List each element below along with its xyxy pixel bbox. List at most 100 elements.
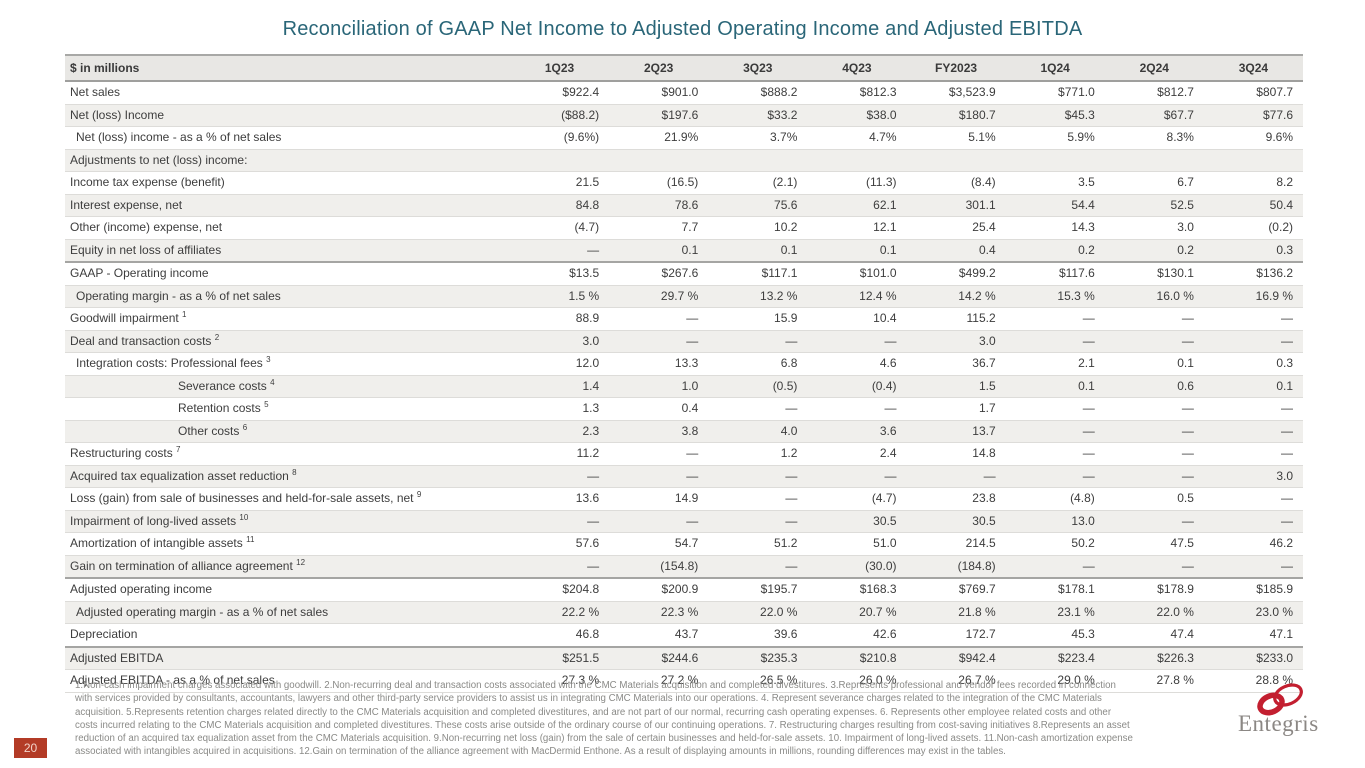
cell-value: — <box>708 397 808 421</box>
row-label: GAAP - Operating income <box>65 262 510 286</box>
table-row: Loss (gain) from sale of businesses and … <box>65 487 1303 511</box>
cell-value: 3.6 <box>807 420 907 443</box>
cell-value: — <box>1104 330 1204 353</box>
cell-value: — <box>1203 420 1303 443</box>
cell-value: 51.2 <box>708 532 808 556</box>
row-label: Depreciation <box>65 623 510 648</box>
row-label: Net (loss) income - as a % of net sales <box>65 126 510 150</box>
cell-value: 52.5 <box>1104 194 1204 217</box>
table-row: Net (loss) Income ($88.2) $197.6 $33.2 $38.0… <box>65 104 1303 127</box>
cell-value: — <box>1104 510 1204 533</box>
cell-value: 14.8 <box>906 442 1006 466</box>
cell-value: — <box>708 487 808 511</box>
cell-value: $812.7 <box>1104 81 1204 105</box>
row-label: Deal and transaction costs 2 <box>65 330 510 353</box>
table-row: Operating margin - as a % of net sales 1.… <box>65 285 1303 308</box>
cell-value: 3.0 <box>510 330 610 353</box>
cell-value: (4.7) <box>807 487 907 511</box>
cell-value: 13.2 % <box>708 285 808 308</box>
cell-value: 75.6 <box>708 194 808 217</box>
cell-value: $942.4 <box>906 646 1006 670</box>
cell-value: $38.0 <box>807 104 907 127</box>
cell-value: 3.7% <box>708 126 808 150</box>
column-header: 2Q24 <box>1104 54 1204 82</box>
cell-value: 1.3 <box>510 397 610 421</box>
cell-value: — <box>609 330 709 353</box>
cell-value: (9.6%) <box>510 126 610 150</box>
table-row: Adjustments to net (loss) income: <box>65 149 1303 172</box>
row-label: Adjusted EBITDA - as a % of net sales <box>65 669 510 693</box>
cell-value: 29.7 % <box>609 285 709 308</box>
cell-value: $33.2 <box>708 104 808 127</box>
table-row: Restructuring costs 7 11.2—1.2 2.4 14.8— — — <box>65 442 1303 466</box>
footnote-line: costs incurred relating to the CMC Mater… <box>75 719 1130 731</box>
cell-value: — <box>510 239 610 263</box>
cell-value: 0.2 <box>1005 239 1105 263</box>
row-label: Retention costs 5 <box>65 397 510 421</box>
cell-value: 13.6 <box>510 487 610 511</box>
cell-value: — <box>1203 307 1303 331</box>
cell-value: 4.7% <box>807 126 907 150</box>
reconciliation-table: $ in millions 1Q23 2Q23 3Q23 4Q23 FY2023 1Q24… <box>65 54 1303 693</box>
reconciliation-table-wrap: $ in millions 1Q23 2Q23 3Q23 4Q23 FY2023 1Q24… <box>65 54 1303 693</box>
cell-value: 3.0 <box>1104 216 1204 240</box>
cell-value: — <box>1005 465 1105 488</box>
table-row: Retention costs 5 1.3 0.4— —1.7— — — <box>65 397 1303 421</box>
cell-value: $812.3 <box>807 81 907 105</box>
cell-value: $771.0 <box>1005 81 1105 105</box>
row-label: Impairment of long-lived assets 10 <box>65 510 510 533</box>
cell-value: ($88.2) <box>510 104 610 127</box>
cell-value: — <box>708 465 808 488</box>
cell-value: 2.3 <box>510 420 610 443</box>
cell-value: 57.6 <box>510 532 610 556</box>
cell-value: $45.3 <box>1005 104 1105 127</box>
cell-value: 1.4 <box>510 375 610 398</box>
cell-value: 23.8 <box>906 487 1006 511</box>
cell-value: 12.4 % <box>807 285 907 308</box>
cell-value: 54.4 <box>1005 194 1105 217</box>
cell-value: 20.7 % <box>807 601 907 624</box>
table-row: Severance costs 4 1.4 1.0 (0.5) (0.4) 1.5 0.1 0… <box>65 375 1303 398</box>
row-label: Net (loss) Income <box>65 104 510 127</box>
table-row: Gain on termination of alliance agreemen… <box>65 555 1303 579</box>
footnote-reference: 7 <box>176 445 181 454</box>
cell-value: — <box>1104 307 1204 331</box>
row-label: Integration costs: Professional fees 3 <box>65 352 510 376</box>
table-row: Integration costs: Professional fees 3 12… <box>65 352 1303 376</box>
cell-value: (154.8) <box>609 555 709 579</box>
cell-value: 15.3 % <box>1005 285 1105 308</box>
cell-value: $77.6 <box>1203 104 1303 127</box>
cell-value: 1.5 % <box>510 285 610 308</box>
footnote-reference: 10 <box>239 512 249 522</box>
cell-value: — <box>1203 330 1303 353</box>
cell-value: $204.8 <box>510 578 610 602</box>
cell-value: 25.4 <box>906 216 1006 240</box>
cell-value: 0.6 <box>1104 375 1204 398</box>
cell-value: (2.1) <box>708 171 808 195</box>
cell-value: 0.4 <box>609 397 709 421</box>
cell-value: 26.0 % <box>807 669 907 693</box>
cell-value: — <box>1104 442 1204 466</box>
cell-value: — <box>807 465 907 488</box>
cell-value: — <box>609 465 709 488</box>
cell-value: (4.8) <box>1005 487 1105 511</box>
cell-value: $180.7 <box>906 104 1006 127</box>
cell-value: — <box>708 330 808 353</box>
cell-value: (30.0) <box>807 555 907 579</box>
cell-value: 0.1 <box>1104 352 1204 376</box>
cell-value: $67.7 <box>1104 104 1204 127</box>
cell-value: $888.2 <box>708 81 808 105</box>
cell-value: 47.4 <box>1104 623 1204 648</box>
row-label: Other costs 6 <box>65 420 510 443</box>
cell-value: $195.7 <box>708 578 808 602</box>
cell-value: 23.1 % <box>1005 601 1105 624</box>
row-label: Restructuring costs 7 <box>65 442 510 466</box>
cell-value: — <box>1203 555 1303 579</box>
cell-value: 22.0 % <box>708 601 808 624</box>
cell-value: 27.3 % <box>510 669 610 693</box>
cell-value: — <box>708 510 808 533</box>
cell-value: (184.8) <box>906 555 1006 579</box>
cell-value <box>708 149 808 172</box>
cell-value: 0.4 <box>906 239 1006 263</box>
